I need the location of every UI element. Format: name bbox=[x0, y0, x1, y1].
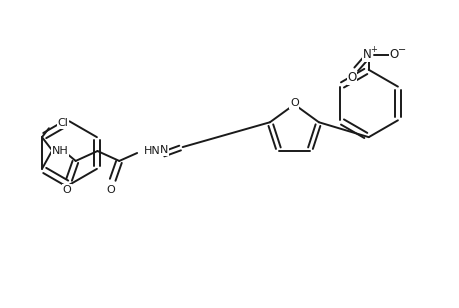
Text: HN: HN bbox=[144, 146, 161, 156]
Text: NH: NH bbox=[51, 146, 68, 156]
Text: O: O bbox=[62, 185, 71, 195]
Text: O: O bbox=[290, 99, 299, 108]
Text: N: N bbox=[160, 145, 168, 155]
Text: O: O bbox=[390, 48, 399, 61]
Text: N: N bbox=[362, 48, 371, 61]
Text: Cl: Cl bbox=[58, 118, 69, 128]
Text: +: + bbox=[370, 46, 377, 55]
Text: −: − bbox=[398, 45, 407, 55]
Text: O: O bbox=[106, 185, 115, 195]
Text: O: O bbox=[347, 71, 357, 84]
